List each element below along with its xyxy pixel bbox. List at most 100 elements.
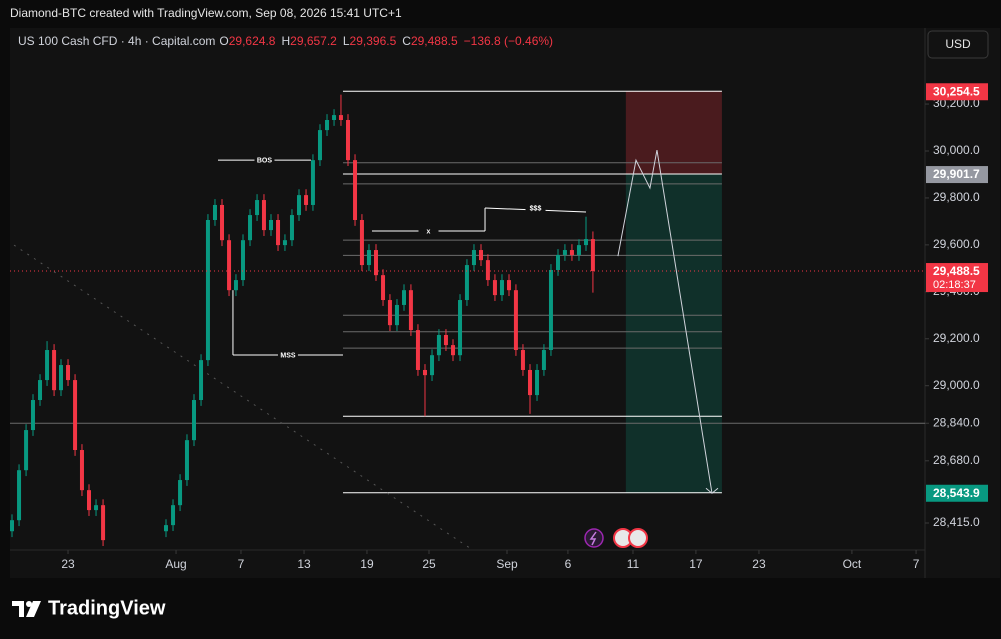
candle-body: [38, 380, 43, 401]
candle-body: [10, 520, 15, 532]
candle-body: [338, 115, 343, 121]
candle-body: [479, 250, 484, 261]
candle-body: [79, 450, 84, 491]
ohlc-value: 29,624.8: [229, 34, 276, 48]
candle-body: [45, 350, 50, 381]
y-tick-label: 28,840.0: [933, 415, 980, 429]
candle-body: [590, 239, 595, 272]
candle-body: [289, 215, 294, 241]
logo-mark: [12, 601, 24, 617]
candle-body: [94, 505, 99, 511]
candle-body: [443, 335, 448, 346]
candle-body: [30, 400, 35, 431]
candle-body: [535, 369, 540, 396]
price-badge-label: 30,254.5: [933, 84, 980, 98]
candle-body: [304, 195, 309, 205]
candle-body: [458, 300, 463, 356]
candle-body: [345, 120, 350, 161]
ohlc-key: H: [281, 34, 290, 48]
candle-body: [527, 369, 532, 396]
drawing-label: x: [427, 228, 431, 235]
candle-body: [513, 290, 518, 351]
currency-button[interactable]: [927, 30, 989, 59]
candle-body: [450, 345, 455, 356]
projection-path: [617, 149, 713, 494]
ohlc-key: O: [219, 34, 228, 48]
y-tick-label: 30,000.0: [933, 143, 980, 157]
countdown: 02:18:37: [933, 279, 976, 291]
candle-body: [163, 525, 168, 532]
candle-body: [507, 280, 512, 291]
x-tick-label: 7: [238, 557, 245, 571]
event-icon[interactable]: [584, 528, 604, 548]
x-tick-label: 6: [565, 557, 572, 571]
logo-text: TradingView: [48, 597, 166, 619]
price-badge-label: 28,543.9: [933, 486, 980, 500]
event-icon-glyph: [589, 531, 597, 546]
ohlc-value: 29,657.2: [290, 34, 337, 48]
candle-body: [408, 290, 413, 331]
x-tick-label: 7: [913, 557, 920, 571]
price-badge: [926, 166, 988, 184]
drawing-label: $$$: [530, 205, 542, 212]
candle-body: [184, 440, 189, 481]
candle-body: [366, 250, 371, 266]
candle-body: [569, 250, 574, 255]
x-tick-label: 23: [61, 557, 75, 571]
candle-body: [415, 330, 420, 370]
candle-body: [58, 365, 63, 391]
candle-body: [374, 250, 378, 276]
event-icons: [584, 528, 648, 548]
x-tick-label: 17: [689, 557, 703, 571]
target-zone: [625, 174, 722, 493]
drawing-label: BOS: [257, 157, 273, 164]
candle-body: [17, 470, 22, 521]
currency-label: USD: [945, 37, 971, 51]
x-tick-label: Sep: [496, 557, 518, 571]
drawing-label-bg: [525, 204, 546, 213]
candle-body: [520, 350, 525, 370]
candle-body: [276, 219, 281, 246]
candle-body: [422, 369, 427, 376]
price-badge: [926, 484, 988, 502]
y-tick-label: 29,200.0: [933, 331, 980, 345]
drawing-line: [13, 244, 471, 549]
candle-body: [227, 240, 232, 291]
chart-title: Diamond-BTC created with TradingView.com…: [10, 6, 402, 20]
logo-mark: [26, 601, 41, 617]
candle-body: [255, 200, 260, 216]
logo: TradingView: [12, 597, 166, 619]
price-badge-label: 29,901.7: [933, 167, 980, 181]
candle-body: [192, 400, 197, 441]
candle-body: [332, 115, 337, 121]
candle-body: [240, 240, 245, 281]
x-tick-label: 13: [297, 557, 311, 571]
candle-body: [353, 160, 358, 220]
price-badge-label: 29,488.5: [933, 264, 980, 278]
candle-body: [464, 265, 469, 301]
candle-body: [268, 219, 273, 231]
candle-body: [555, 254, 560, 270]
x-tick-label: 11: [627, 557, 640, 571]
candle-body: [541, 350, 546, 370]
ohlc-key: C: [402, 34, 411, 48]
candle-body: [66, 365, 71, 381]
candle-body: [178, 480, 183, 506]
candle-body: [297, 195, 302, 216]
symbol-info: US 100 Cash CFD · 4h · Capital.com O29,62…: [18, 34, 553, 48]
y-tick-label: 29,000.0: [933, 378, 980, 392]
candle-body: [499, 280, 504, 296]
drawing-label-bg: [254, 156, 275, 165]
ohlc-value: 29,488.5: [411, 34, 458, 48]
candle-body: [199, 360, 204, 401]
drawing-label-bg: [418, 227, 439, 236]
candle-body: [233, 280, 238, 291]
stop-zone: [625, 91, 722, 175]
candle-body: [282, 240, 287, 246]
price-badge: [926, 263, 988, 293]
candle-body: [52, 350, 57, 391]
event-icon[interactable]: [628, 528, 648, 548]
candle-body: [402, 290, 407, 305]
